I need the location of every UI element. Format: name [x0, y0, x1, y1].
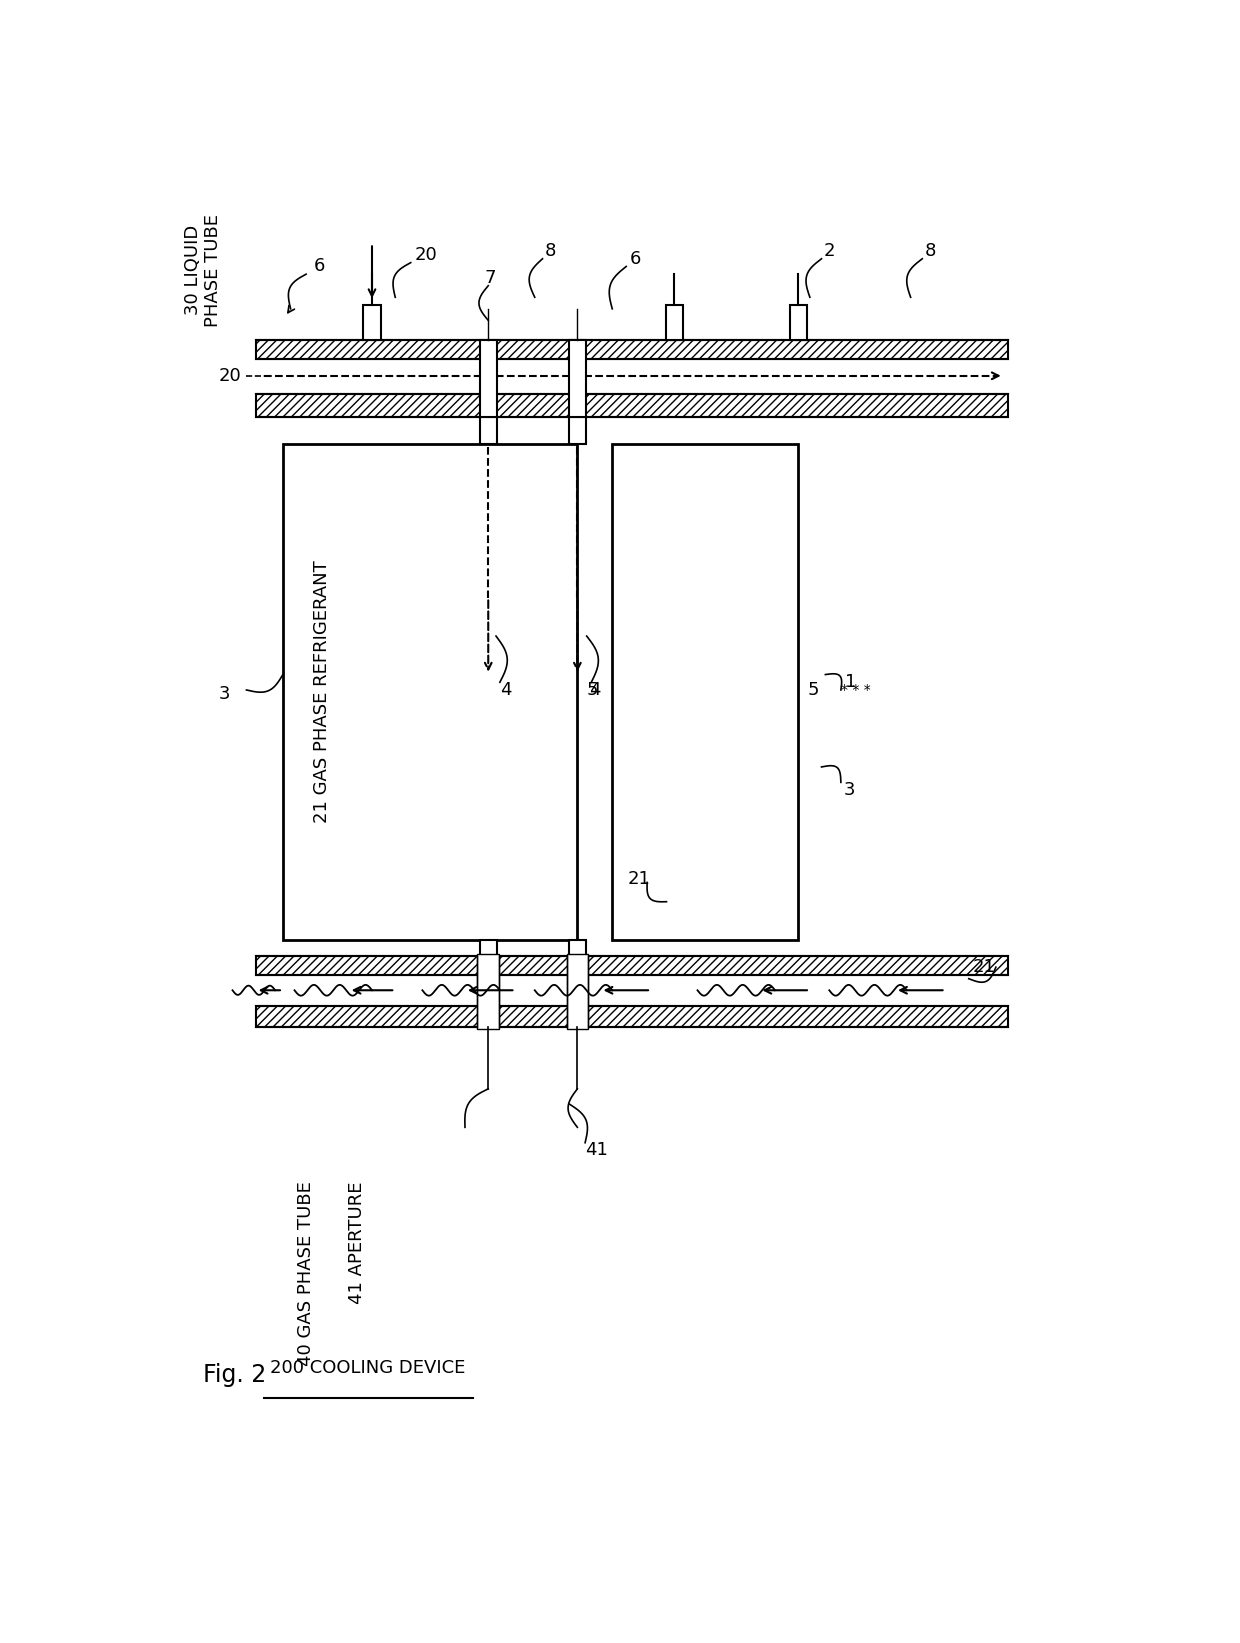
Bar	[480, 417, 497, 444]
Text: 5: 5	[587, 680, 598, 698]
Bar	[569, 940, 585, 956]
Text: 200 COOLING DEVICE: 200 COOLING DEVICE	[270, 1359, 465, 1377]
Text: 6: 6	[314, 258, 325, 276]
Text: 7: 7	[485, 269, 496, 288]
Text: 30 LIQUID
PHASE TUBE: 30 LIQUID PHASE TUBE	[184, 214, 222, 327]
Text: 40 GAS PHASE TUBE: 40 GAS PHASE TUBE	[298, 1181, 315, 1365]
Bar	[255, 1006, 1007, 1027]
Bar	[613, 444, 799, 940]
Text: 20: 20	[218, 366, 242, 384]
Bar	[255, 974, 1007, 1006]
Bar	[255, 956, 1007, 974]
Bar	[569, 417, 585, 444]
Text: 2: 2	[823, 242, 836, 260]
Bar	[283, 444, 578, 940]
Bar	[480, 940, 497, 956]
Bar	[790, 306, 807, 340]
Text: 3: 3	[843, 780, 854, 798]
Bar	[255, 340, 1007, 358]
Text: * * *: * * *	[841, 683, 870, 697]
Text: 3: 3	[218, 685, 231, 703]
Text: 8: 8	[544, 242, 557, 260]
Bar	[666, 306, 683, 340]
Text: 6: 6	[629, 250, 641, 268]
Text: 21: 21	[627, 869, 651, 887]
Text: Fig. 2: Fig. 2	[203, 1364, 267, 1387]
Text: 5: 5	[807, 680, 820, 698]
Text: 4: 4	[589, 680, 600, 698]
Bar	[255, 394, 1007, 417]
Text: 8: 8	[925, 242, 936, 260]
Text: 41: 41	[585, 1142, 608, 1160]
Text: 41 APERTURE: 41 APERTURE	[347, 1181, 366, 1303]
Text: 4: 4	[500, 680, 511, 698]
Text: 21 GAS PHASE REFRIGERANT: 21 GAS PHASE REFRIGERANT	[312, 560, 331, 823]
Bar	[477, 955, 498, 1029]
Bar	[255, 358, 1007, 394]
Bar	[363, 306, 381, 340]
Bar	[480, 340, 497, 417]
Text: 1: 1	[844, 674, 856, 692]
Text: 20: 20	[414, 246, 438, 265]
Bar	[567, 955, 588, 1029]
Text: 21: 21	[972, 958, 996, 976]
Bar	[569, 340, 585, 417]
